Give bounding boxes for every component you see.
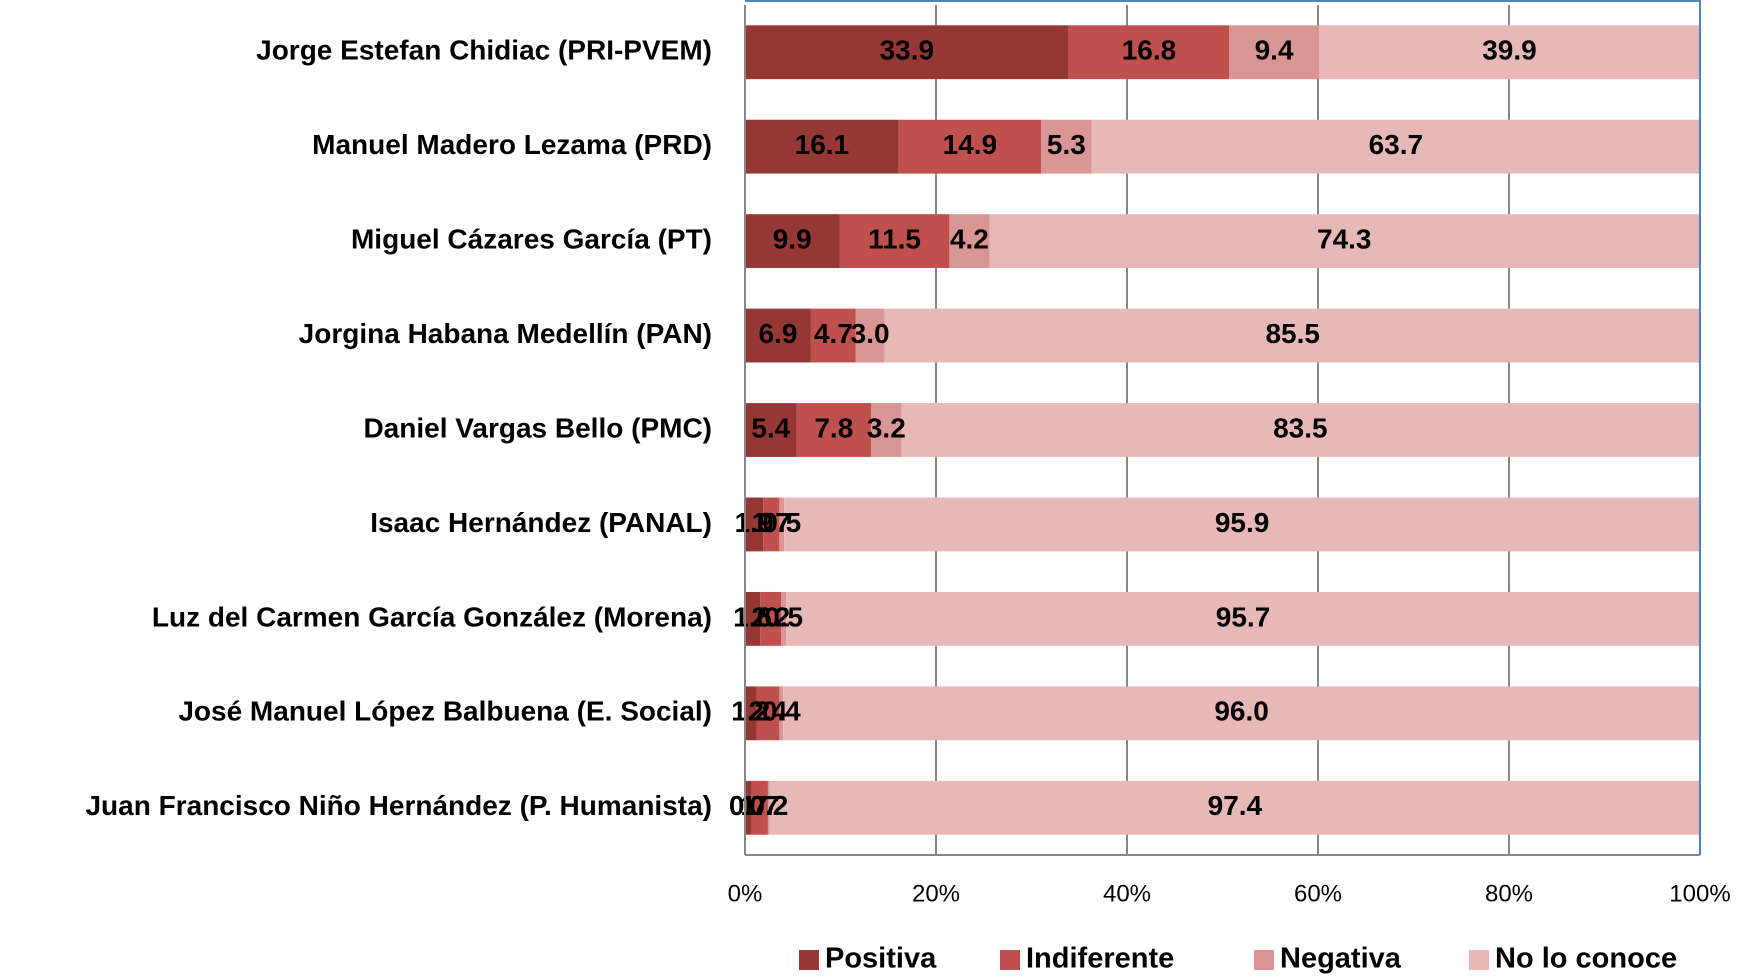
x-tick-label: 40% [1103,880,1151,907]
x-tick-label: 0% [728,880,763,907]
bar-segment [745,119,899,174]
data-label: 95.7 [1216,601,1271,632]
bar-segment [767,780,770,835]
legend-swatch [799,950,819,970]
bar-segment [810,308,856,363]
bar-segment [884,308,1701,363]
bar-segment [745,403,797,457]
legend-label: Positiva [825,943,937,975]
bar-segment [779,686,784,741]
bar-segment [1318,25,1700,80]
data-label: 16.8 [1122,35,1177,66]
data-label: 2.2 [751,601,790,632]
category-label: Juan Francisco Niño Hernández (P. Humani… [85,790,712,821]
x-tick-label: 20% [912,880,960,907]
data-label: 0.5 [762,507,801,538]
bar-segment [756,686,780,741]
category-label: Manuel Madero Lezama (PRD) [312,129,712,160]
category-label: Jorgina Habana Medellín (PAN) [299,318,712,349]
category-label: José Manuel López Balbuena (E. Social) [178,696,712,727]
data-label: 7.8 [814,412,853,443]
bar-segment [781,591,787,646]
data-label: 16.1 [795,129,850,160]
legend-label: Negativa [1280,943,1402,975]
bar-segment [839,214,950,269]
data-label: 0.7 [729,790,768,821]
x-tick-label: 100% [1669,880,1730,907]
bar-segment [760,591,782,646]
data-label: 2.4 [748,696,787,727]
data-label: 96.0 [1214,696,1269,727]
legend-swatch [1254,950,1274,970]
data-label: 1.7 [752,507,791,538]
bar-segment [786,591,1700,646]
category-label: Daniel Vargas Bello (PMC) [363,412,712,443]
category-label: Luz del Carmen García González (Morena) [152,601,712,632]
data-label: 9.9 [773,224,812,255]
data-label: 1.7 [740,790,779,821]
data-label: 11.5 [868,224,921,255]
data-label: 63.7 [1369,129,1424,160]
bar-segment [949,214,990,269]
data-label: 1.9 [735,507,774,538]
legend-swatch [1469,950,1489,970]
bar-segment [745,686,757,741]
data-labels: 33.9 16.8 9.4 39.9 16.1 14.9 5.3 63.7 9.9 11.5 4.2… [729,35,1537,822]
bar-segment [855,308,885,363]
legend-label: No lo conoce [1495,943,1677,975]
data-label: 0.5 [764,601,803,632]
legend-swatch [1000,950,1020,970]
bar-segment [1229,25,1319,80]
data-label: 74.3 [1317,224,1372,255]
category-label: Miguel Cázares García (PT) [351,224,712,255]
legend-label: Indiferente [1026,943,1174,975]
bar-segment [745,780,752,835]
bar-segment [901,403,1700,457]
data-label: 5.3 [1047,129,1086,160]
bar-segment [751,780,768,835]
bar-segment [745,25,1069,80]
bar-segment [745,497,764,552]
bar-segment [1041,119,1092,174]
bar-segment [1068,25,1230,80]
x-tick-label: 80% [1485,880,1533,907]
data-label: 4.2 [950,224,989,255]
bar-segment [745,308,811,363]
data-label: 3.2 [867,412,906,443]
data-label: 97.4 [1208,790,1263,821]
data-label: 5.4 [751,412,790,443]
bar-segment [796,403,872,457]
data-label: 1.2 [731,696,770,727]
data-label: 95.9 [1215,507,1270,538]
data-label: 33.9 [880,35,935,66]
data-label: 39.9 [1482,35,1537,66]
bar-segment [783,686,1700,741]
data-label: 9.4 [1255,35,1294,66]
data-label: 3.0 [851,318,890,349]
bar-segment [784,497,1700,552]
bar-segment [898,119,1042,174]
data-label: 14.9 [943,129,998,160]
bar-segment [769,780,1700,835]
bar-segment [989,214,1700,269]
category-label: Jorge Estefan Chidiac (PRI-PVEM) [256,35,712,66]
data-label: 85.5 [1265,318,1320,349]
data-label: 4.7 [814,318,853,349]
data-label: 6.9 [758,318,797,349]
bar-segment [1091,119,1700,174]
bar-segment [871,403,902,457]
bars [745,25,1701,835]
category-label: Isaac Hernández (PANAL) [370,507,712,538]
data-label: 0.2 [749,790,788,821]
bar-segment [745,591,761,646]
bar-segment [779,497,785,552]
data-label: 0.4 [762,696,801,727]
x-tick-label: 60% [1294,880,1342,907]
data-label: 1.6 [733,601,772,632]
data-label: 83.5 [1273,412,1328,443]
bar-segment [745,214,840,269]
bar-segment [763,497,780,552]
